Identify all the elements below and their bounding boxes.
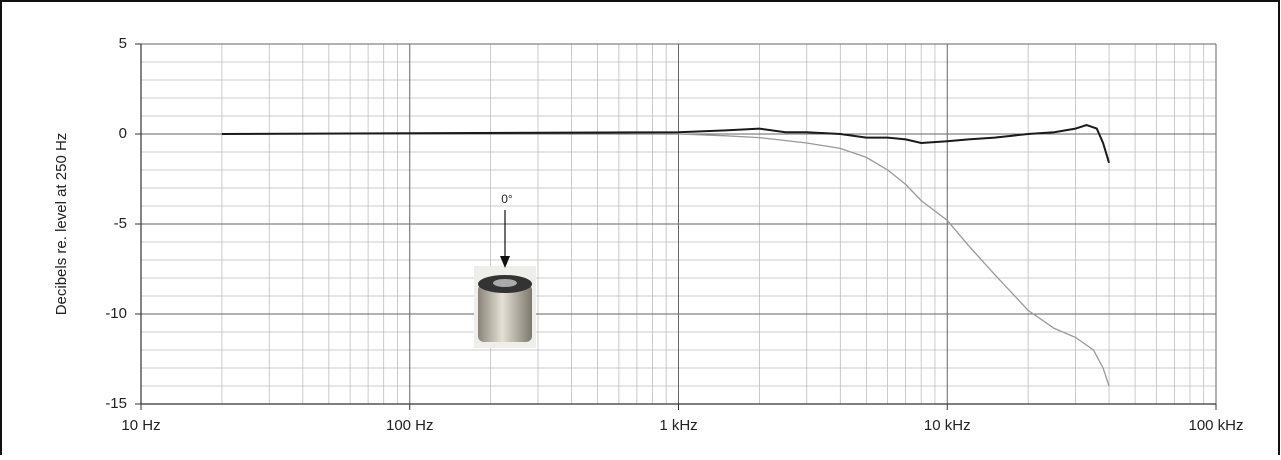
x-tick-label: 100 kHz [1188, 417, 1243, 434]
mic-body [478, 284, 532, 342]
x-tick-label: 10 kHz [924, 417, 971, 434]
series-line [678, 133, 1110, 387]
angle-annotation: 0° [501, 192, 513, 206]
grid [140, 43, 1217, 405]
y-tick-label: -5 [114, 215, 127, 232]
y-tick-label: -10 [105, 305, 127, 322]
x-tick-label: 1 kHz [659, 417, 697, 434]
arrow-head [500, 256, 510, 268]
y-axis-label: Decibels re. level at 250 Hz [53, 133, 70, 316]
x-tick-label: 10 Hz [121, 417, 160, 434]
y-tick-label: 0 [119, 125, 127, 142]
series-line [221, 123, 1111, 164]
y-tick-label: 5 [119, 35, 127, 52]
x-tick-label: 100 Hz [386, 417, 434, 434]
y-tick-label: -15 [105, 395, 127, 412]
mic-diaphragm [493, 279, 517, 287]
microphone-icon: 0° [474, 192, 536, 348]
